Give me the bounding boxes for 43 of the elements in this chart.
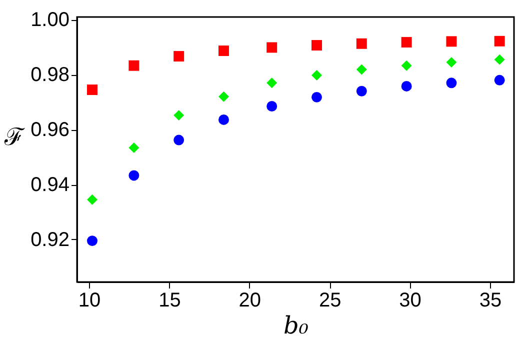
point bbox=[401, 60, 412, 71]
point bbox=[128, 60, 140, 71]
x-tick-label: 30 bbox=[399, 290, 422, 312]
point bbox=[86, 236, 98, 246]
point bbox=[174, 110, 184, 121]
point bbox=[86, 84, 98, 96]
point bbox=[266, 78, 278, 88]
point bbox=[312, 40, 322, 51]
y-tick-label: 0.92 bbox=[30, 228, 70, 251]
x-tick-label: 25 bbox=[318, 290, 342, 312]
y-axis-title: ℱ bbox=[4, 123, 26, 151]
point bbox=[128, 170, 140, 181]
point bbox=[86, 194, 98, 205]
y-tick-label: 0.96 bbox=[30, 119, 70, 142]
x-tick-label: 20 bbox=[238, 290, 262, 312]
point bbox=[401, 80, 412, 92]
y-tick-label: 0.98 bbox=[30, 64, 70, 86]
point bbox=[312, 92, 322, 102]
point bbox=[174, 134, 184, 146]
point bbox=[446, 57, 457, 68]
x-tick-label: 10 bbox=[78, 290, 101, 312]
point bbox=[266, 42, 278, 53]
point bbox=[218, 46, 229, 56]
point bbox=[266, 101, 278, 112]
point bbox=[128, 142, 140, 153]
point bbox=[312, 70, 322, 80]
point bbox=[218, 91, 229, 102]
point bbox=[356, 64, 367, 75]
point bbox=[401, 37, 412, 48]
y-tick-label: 0.94 bbox=[30, 174, 70, 196]
point bbox=[218, 114, 229, 125]
y-tick-label: 1.00 bbox=[30, 9, 70, 32]
x-tick-label: 35 bbox=[479, 290, 502, 312]
point bbox=[174, 51, 184, 62]
point bbox=[356, 86, 367, 96]
x-tick-label: 15 bbox=[158, 290, 181, 312]
point bbox=[446, 36, 457, 47]
point bbox=[494, 36, 505, 46]
point bbox=[494, 74, 505, 86]
x-axis-title: b₀ bbox=[284, 312, 309, 340]
point bbox=[494, 54, 505, 65]
point bbox=[356, 38, 367, 49]
point bbox=[446, 78, 457, 88]
